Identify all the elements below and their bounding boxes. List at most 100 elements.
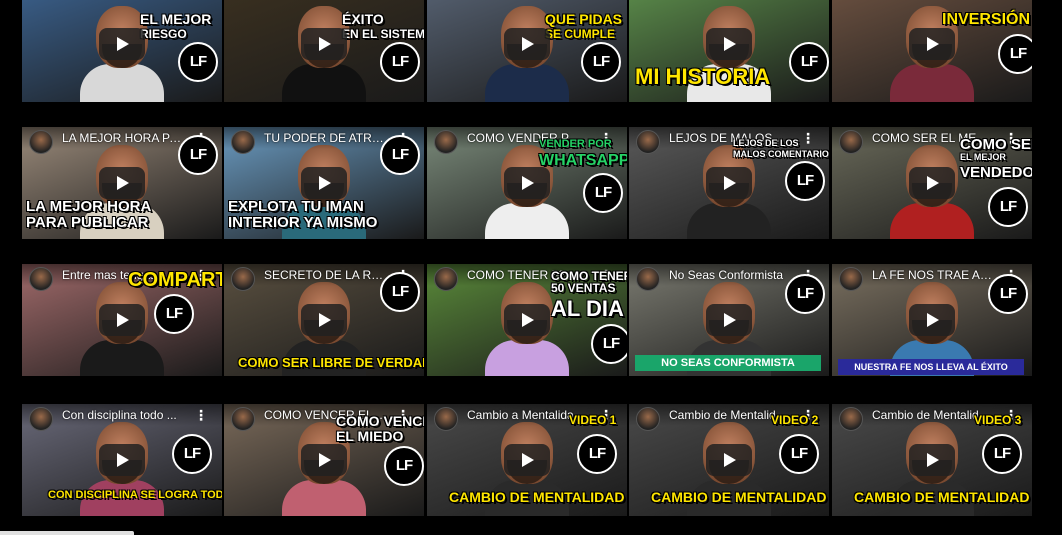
play-button-icon[interactable] <box>99 444 145 476</box>
play-button-icon[interactable] <box>504 444 550 476</box>
thumbnail-overlay-text: VIDEO 2 <box>771 413 819 427</box>
play-button-icon[interactable] <box>706 167 752 199</box>
video-thumbnail[interactable]: EL MEJOR RIESGO LF <box>22 0 222 102</box>
presenter-shirt <box>282 480 366 516</box>
thumbnail-overlay-text: PARA PUBLICAR <box>26 214 149 231</box>
channel-avatar[interactable] <box>636 130 660 154</box>
channel-avatar[interactable] <box>29 407 53 431</box>
thumbnail-overlay-text: 50 VENTAS <box>551 281 616 295</box>
play-button-icon[interactable] <box>909 444 955 476</box>
presenter-shirt <box>687 203 771 239</box>
more-options-icon[interactable]: ⋮ <box>194 407 208 423</box>
channel-avatar[interactable] <box>839 267 863 291</box>
channel-avatar[interactable] <box>636 407 660 431</box>
video-thumbnail[interactable]: Cambio de Mentalid... ⋮ VIDEO 3 CAMBIO DE M… <box>832 404 1032 516</box>
channel-logo-icon: LF <box>380 272 420 312</box>
video-thumbnail[interactable]: Entre mas tengas, m...⋮COMPARTIRLF <box>22 264 222 376</box>
channel-avatar[interactable] <box>29 267 53 291</box>
video-thumbnail[interactable]: QUE PIDAS SE CUMPLE LF <box>427 0 627 102</box>
play-button-icon[interactable] <box>504 304 550 336</box>
video-title[interactable]: SECRETO DE LA RE... <box>264 268 384 282</box>
thumbnail-overlay-text: WhatsApp <box>539 152 627 169</box>
video-thumbnail[interactable]: Cambio a Mentalida... ⋮ VIDEO 1 CAMBIO DE M… <box>427 404 627 516</box>
channel-logo-icon: LF <box>591 324 627 364</box>
video-header <box>22 404 222 426</box>
video-header <box>427 264 627 286</box>
channel-avatar[interactable] <box>231 267 255 291</box>
presenter-shirt <box>282 203 366 239</box>
video-title[interactable]: LA MEJOR HORA PA... <box>62 131 182 145</box>
presenter-shirt <box>687 64 771 102</box>
video-thumbnail[interactable]: COMO VENDER POR... ⋮ VENDER POR WhatsApp LF <box>427 127 627 239</box>
channel-logo-icon: LF <box>577 434 617 474</box>
video-thumbnail[interactable]: Cambio de Mentalid... ⋮ VIDEO 2 CAMBIO DE M… <box>629 404 829 516</box>
channel-logo-icon: LF <box>583 173 623 213</box>
play-button-icon[interactable] <box>706 304 752 336</box>
play-button-icon[interactable] <box>99 167 145 199</box>
video-thumbnail[interactable]: LA FE NOS TRAE AL ...⋮NUESTRA FE NOS LLE… <box>832 264 1032 376</box>
more-options-icon[interactable]: ⋮ <box>801 130 815 146</box>
thumbnail-overlay-text: AL DIA <box>551 296 624 321</box>
thumbnail-overlay-text: ÉXITO <box>342 11 384 27</box>
channel-avatar[interactable] <box>231 130 255 154</box>
video-thumbnail[interactable]: Con disciplina todo ... ⋮ CON DISCIPLINA S… <box>22 404 222 516</box>
play-button-icon[interactable] <box>99 304 145 336</box>
thumbnail-overlay-text: VENDER POR <box>539 138 612 150</box>
play-button-icon[interactable] <box>909 167 955 199</box>
thumbnail-overlay-text: LA MEJOR HORA <box>26 198 152 215</box>
thumbnail-overlay-text: LEJOS DE LOS <box>733 138 799 148</box>
play-button-icon[interactable] <box>504 28 550 60</box>
video-thumbnail[interactable]: INVERSIÓN LF <box>832 0 1032 102</box>
video-header <box>224 264 424 286</box>
video-thumbnail[interactable]: TU PODER DE ATRA...⋮EXPLOTA TU IMANINTER… <box>224 127 424 239</box>
scrollbar-track[interactable] <box>0 531 134 535</box>
channel-avatar[interactable] <box>839 130 863 154</box>
channel-avatar[interactable] <box>839 407 863 431</box>
channel-logo-icon: LF <box>982 434 1022 474</box>
channel-avatar[interactable] <box>636 267 660 291</box>
thumbnail-overlay-text: CAMBIO DE MENTALIDAD <box>449 489 625 505</box>
play-button-icon[interactable] <box>706 28 752 60</box>
play-button-icon[interactable] <box>99 28 145 60</box>
video-header <box>224 404 424 426</box>
thumbnail-overlay-text: EL MEJOR <box>140 11 212 27</box>
channel-avatar[interactable] <box>434 130 458 154</box>
presenter-shirt <box>80 480 164 516</box>
video-thumbnail[interactable]: LEJOS DE MALOS C... ⋮ LEJOS DE LOS MALOS CO… <box>629 127 829 239</box>
presenter-shirt <box>485 340 569 376</box>
video-thumbnail[interactable]: SECRETO DE LA RE...⋮COMO SER LIBRE DE VE… <box>224 264 424 376</box>
play-button-icon[interactable] <box>301 444 347 476</box>
channel-logo-icon: LF <box>779 434 819 474</box>
video-header <box>22 127 222 149</box>
video-title[interactable]: LA FE NOS TRAE AL ... <box>872 268 992 282</box>
channel-avatar[interactable] <box>231 407 255 431</box>
thumbnail-overlay-text: QUE PIDAS <box>545 11 623 27</box>
presenter-shirt <box>687 480 771 516</box>
video-header <box>629 404 829 426</box>
play-button-icon[interactable] <box>301 167 347 199</box>
presenter-shirt <box>485 480 569 516</box>
play-button-icon[interactable] <box>706 444 752 476</box>
video-title[interactable]: TU PODER DE ATRA... <box>264 131 384 145</box>
video-title[interactable]: Con disciplina todo ... <box>62 408 177 422</box>
channel-logo-icon: LF <box>380 135 420 175</box>
video-thumbnail[interactable]: COMO TENER 50 VE... ⋮ COMO TENER 50 VENTAS A… <box>427 264 627 376</box>
play-button-icon[interactable] <box>301 304 347 336</box>
video-thumbnail[interactable]: MI HISTORIA LF <box>629 0 829 102</box>
play-button-icon[interactable] <box>909 304 955 336</box>
play-button-icon[interactable] <box>301 28 347 60</box>
channel-avatar[interactable] <box>434 267 458 291</box>
play-button-icon[interactable] <box>504 167 550 199</box>
play-button-icon[interactable] <box>909 28 955 60</box>
channel-avatar[interactable] <box>29 130 53 154</box>
video-header <box>629 264 829 286</box>
channel-logo-icon: LF <box>789 42 829 82</box>
video-thumbnail[interactable]: No Seas Conformista⋮NO SEAS CONFORMISTAL… <box>629 264 829 376</box>
video-title[interactable]: No Seas Conformista <box>669 268 784 282</box>
channel-avatar[interactable] <box>434 407 458 431</box>
